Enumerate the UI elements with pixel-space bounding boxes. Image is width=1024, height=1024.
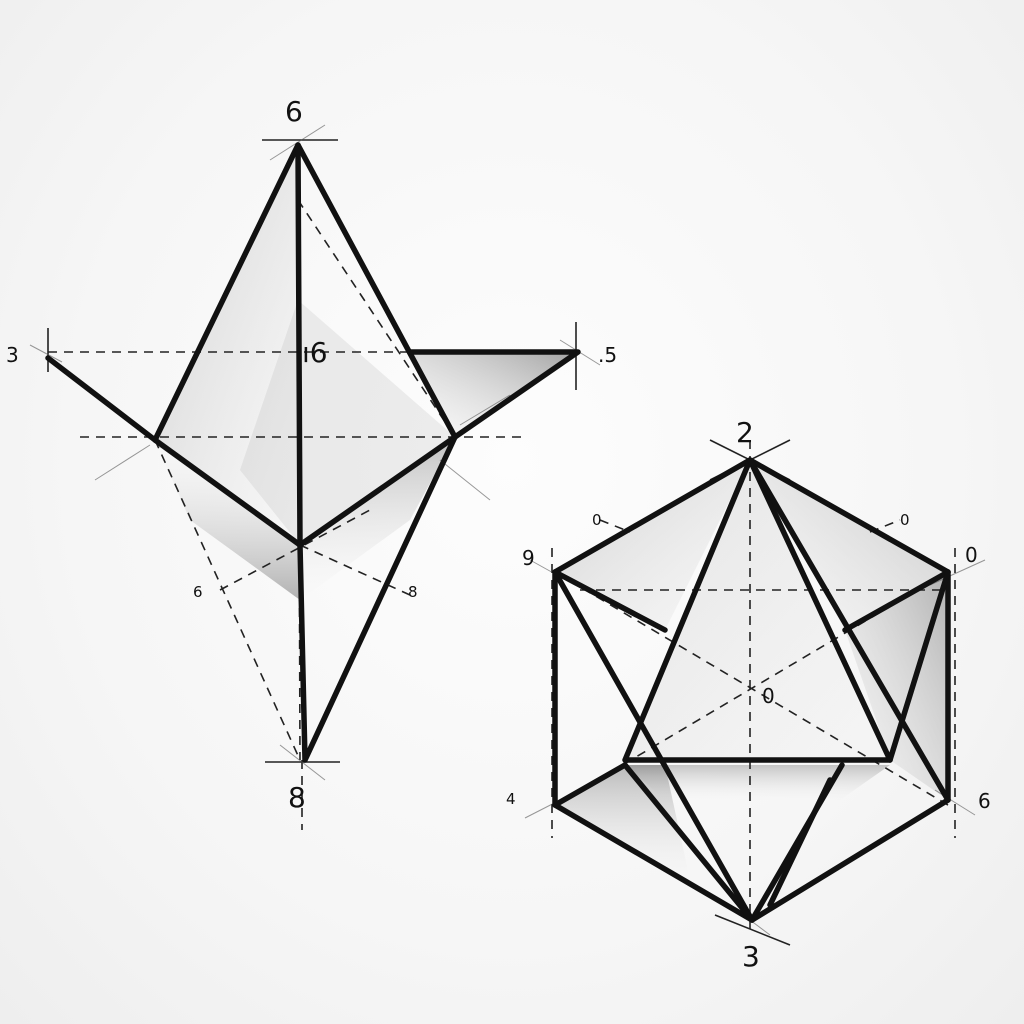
left-lower-spike — [297, 434, 458, 763]
left-figure — [29, 124, 601, 830]
left-label-top: 6 — [285, 95, 303, 128]
left-label-left: 3 — [6, 343, 19, 367]
left-label-bottom: 8 — [288, 781, 306, 814]
right-bottom-left-edge — [552, 762, 628, 808]
right-shade-right-band — [845, 572, 948, 800]
right-label-upper-left-outer: 0 — [592, 511, 602, 529]
right-label-top: 2 — [736, 416, 754, 449]
right-guide-diagonal-b — [554, 571, 949, 806]
right-guide-upper-left — [599, 519, 631, 533]
right-label-bottom-right: 6 — [978, 789, 991, 813]
right-figure — [524, 439, 986, 946]
left-label-lower-right: 8 — [408, 583, 418, 601]
left-inner-edge — [295, 142, 303, 548]
left-guide-diagonal-b — [154, 439, 301, 761]
right-right-diagonal-1 — [842, 569, 951, 633]
left-guide-cross-b — [299, 544, 411, 596]
left-shade-center — [240, 300, 455, 545]
right-shade-upper-right — [750, 460, 948, 630]
left-label-right: .5 — [598, 343, 617, 367]
left-label-center: ı6 — [302, 336, 328, 369]
right-tick-bottom — [714, 914, 791, 946]
right-bottom-strut-2 — [767, 777, 833, 908]
right-left-diagonal-1 — [552, 569, 668, 633]
right-shade-upper-left — [555, 460, 750, 630]
right-right-diagonal-2 — [887, 569, 951, 763]
right-label-bottom: 3 — [742, 940, 760, 973]
right-shade-bottom-left — [555, 765, 690, 880]
right-shade-top-triangle — [625, 460, 890, 760]
right-label-upper-right-outer: 0 — [900, 511, 910, 529]
right-label-right: 0 — [965, 543, 978, 567]
left-right-wing — [407, 349, 581, 440]
left-guide-cross-a — [219, 509, 371, 591]
right-label-bottom-left: 4 — [506, 790, 516, 808]
right-label-center: 0 — [762, 684, 775, 708]
right-right-diagonal-3 — [747, 457, 951, 803]
left-shade-right-wing — [410, 352, 578, 437]
left-v-shape — [45, 355, 458, 548]
left-label-lower-left: 6 — [193, 583, 203, 601]
right-left-diagonal-2 — [552, 569, 755, 923]
right-inner-triangle — [622, 457, 893, 763]
right-label-left: 9 — [522, 546, 535, 570]
left-shade-top — [155, 145, 300, 545]
left-shade-lower-left — [155, 440, 300, 600]
left-shade-lower-right — [300, 437, 455, 600]
right-bottom-edge-left — [622, 762, 755, 923]
